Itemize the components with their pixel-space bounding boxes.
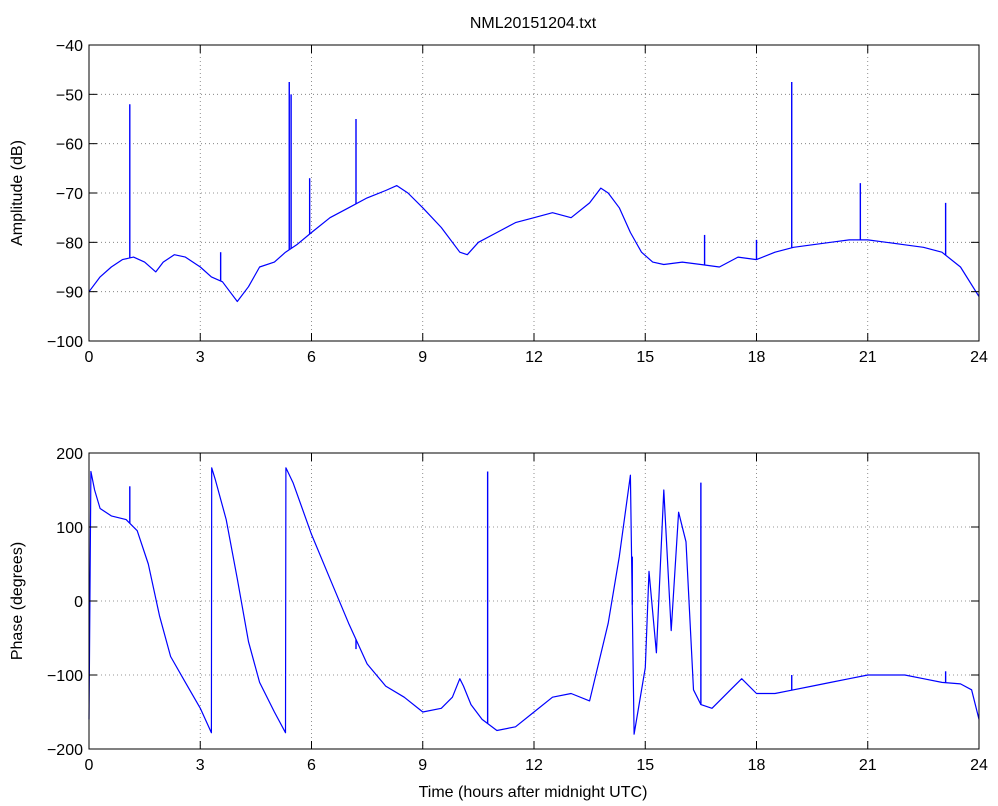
y-tick-label: −200 (47, 742, 83, 759)
y-tick-label: −80 (56, 235, 83, 252)
y-tick-label: 200 (56, 446, 83, 463)
series-line (88, 467, 980, 735)
y-tick-label: −60 (56, 137, 83, 154)
x-tick-label: 21 (859, 349, 877, 366)
x-tick-label: 21 (859, 757, 877, 774)
x-tick-label: 6 (307, 757, 316, 774)
y-tick-label: −100 (47, 668, 83, 685)
x-tick-label: 9 (418, 349, 427, 366)
phase-series-layer (88, 467, 980, 735)
phase-y-tick-labels: 200 100 0 −100 −200 (47, 446, 83, 759)
amplitude-series-layer (88, 82, 980, 303)
phase-plot-area (88, 452, 980, 750)
x-tick-label: 6 (307, 349, 316, 366)
phase-panel: 0 3 6 9 12 15 18 21 24 200 100 0 −100 −2… (9, 446, 988, 801)
y-tick-label: −90 (56, 285, 83, 302)
x-tick-label: 0 (85, 757, 94, 774)
phase-grid (89, 453, 979, 749)
amplitude-grid (89, 45, 979, 341)
series-line (88, 185, 980, 303)
phase-ticks (88, 452, 980, 750)
x-tick-label: 15 (636, 349, 654, 366)
x-tick-label: 9 (418, 757, 427, 774)
x-tick-label: 12 (525, 757, 543, 774)
chart-title: NML20151204.txt (470, 15, 597, 32)
x-tick-label: 24 (970, 757, 988, 774)
x-tick-label: 18 (748, 757, 766, 774)
x-tick-label: 3 (196, 349, 205, 366)
x-tick-label: 12 (525, 349, 543, 366)
y-tick-label: −70 (56, 186, 83, 203)
y-tick-label: −50 (56, 87, 83, 104)
x-tick-label: 15 (636, 757, 654, 774)
x-tick-label: 18 (748, 349, 766, 366)
x-tick-label: 3 (196, 757, 205, 774)
amplitude-x-tick-labels: 0 3 6 9 12 15 18 21 24 (85, 349, 988, 366)
amplitude-ticks (88, 44, 980, 342)
amplitude-plot-area (88, 44, 980, 342)
phase-x-tick-labels: 0 3 6 9 12 15 18 21 24 (85, 757, 988, 774)
y-tick-label: −100 (47, 334, 83, 351)
amplitude-panel: NML20151204.txt 0 3 6 9 12 15 18 21 24 −… (9, 15, 988, 366)
x-axis-label: Time (hours after midnight UTC) (419, 784, 648, 801)
y-tick-label: 0 (74, 594, 83, 611)
x-tick-label: 24 (970, 349, 988, 366)
phase-y-axis-label: Phase (degrees) (9, 542, 26, 660)
y-tick-label: −40 (56, 38, 83, 55)
amplitude-y-axis-label: Amplitude (dB) (9, 140, 26, 246)
y-tick-label: 100 (56, 520, 83, 537)
amplitude-y-tick-labels: −40 −50 −60 −70 −80 −90 −100 (47, 38, 83, 351)
x-tick-label: 0 (85, 349, 94, 366)
